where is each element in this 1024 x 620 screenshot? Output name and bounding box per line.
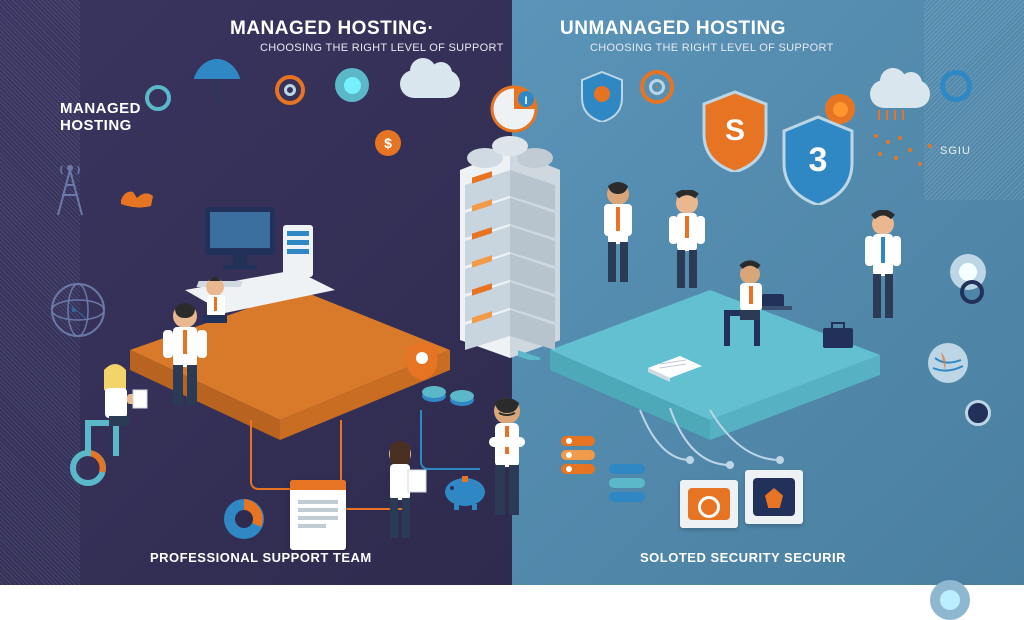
dots-sprinkle <box>870 130 940 180</box>
globe-small-right <box>925 340 971 386</box>
standing-man-right-3 <box>855 210 911 350</box>
side-label-line2: HOSTING <box>60 117 132 134</box>
target-icon <box>275 75 305 105</box>
folder-orange <box>680 480 738 528</box>
shield-big-3: 3 <box>780 115 856 205</box>
svg-text:I: I <box>524 95 527 107</box>
top-disc-badge: I <box>490 85 538 133</box>
standing-man-left <box>155 300 215 430</box>
radio-tower-icon <box>50 160 90 220</box>
gear-icon-right-3 <box>930 580 970 620</box>
svg-text:3: 3 <box>809 141 828 179</box>
orange-stack-icon <box>555 430 601 486</box>
pie-chart-icon <box>220 495 268 543</box>
shield-icon-top <box>580 70 624 122</box>
cloud-icon-right <box>870 80 930 108</box>
cloud-icon-left <box>400 70 460 98</box>
side-label-line1: MANAGED <box>60 100 141 117</box>
wires-right <box>630 400 830 480</box>
ring-icon-right-2 <box>960 280 984 304</box>
server-tower <box>440 130 580 360</box>
coin-right <box>965 400 991 426</box>
infographic-canvas: MANAGED HOSTING· CHOOSING THE RIGHT LEVE… <box>0 0 1024 585</box>
managed-hosting-label: MANAGED HOSTING <box>60 100 141 135</box>
document-card-left <box>290 480 346 550</box>
woman-holding-doc <box>370 440 430 570</box>
svg-text:S: S <box>725 114 745 147</box>
ring-icon <box>145 85 171 111</box>
sgiu-label: SGIU <box>940 145 971 157</box>
dollar-coin-icon: $ <box>375 130 401 156</box>
right-subtitle: CHOOSING THE RIGHT LEVEL OF SUPPORT <box>590 42 834 54</box>
standing-man-right-1 <box>590 180 646 310</box>
hands-icon <box>115 180 159 210</box>
shield-big-s: S <box>700 90 770 172</box>
briefcase-icon <box>820 320 856 350</box>
seated-woman-left <box>75 360 155 480</box>
piggy-bank-icon <box>440 470 490 510</box>
globe-icon <box>48 280 108 340</box>
shield-small-left <box>405 340 439 380</box>
disks-icon <box>420 382 480 412</box>
ring-icon-right-1 <box>940 70 972 102</box>
right-title: UNMANAGED HOSTING <box>560 18 786 40</box>
paper-stack-right <box>640 350 710 386</box>
umbrella-icon <box>190 55 244 105</box>
standing-man-right-2 <box>660 190 714 315</box>
bottom-left-label: PROFESSIONAL SUPPORT TEAM <box>150 550 372 565</box>
gear-icon <box>335 68 369 102</box>
target-right <box>640 70 674 104</box>
bottom-right-label: SOLOTED SECURITY SECURIR <box>640 550 846 565</box>
left-title: MANAGED HOSTING· <box>230 18 434 40</box>
seated-man-laptop <box>720 260 810 370</box>
left-subtitle: CHOOSING THE RIGHT LEVEL OF SUPPORT <box>260 42 504 54</box>
